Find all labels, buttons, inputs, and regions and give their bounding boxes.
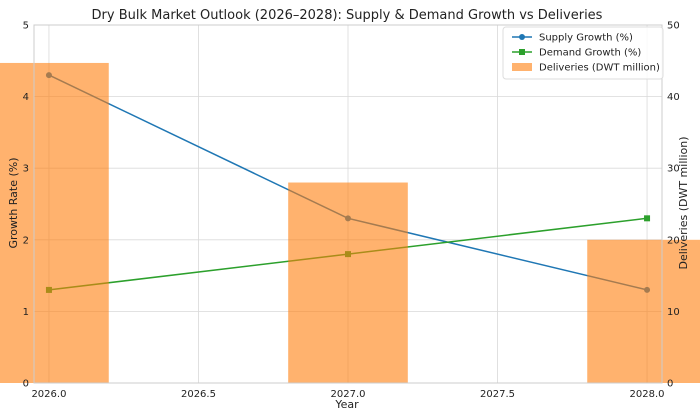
legend-swatch-deliveries	[512, 63, 532, 71]
y-tick-label-left: 4	[23, 92, 29, 103]
legend-label-demand: Demand Growth (%)	[539, 48, 641, 59]
axes: 2026.0 2026.5 2027.0 2027.5 2028.00123450102…	[23, 21, 680, 401]
x-tick-label: 2027.5	[480, 389, 515, 400]
legend-label-deliveries: Deliveries (DWT million)	[539, 63, 660, 74]
y-axis-right-label: Deliveries (DWT million)	[677, 137, 690, 270]
bar-deliveries	[0, 62, 109, 383]
x-tick-label: 2028.0	[630, 389, 665, 400]
y-tick-label-right: 0	[667, 379, 673, 390]
y-tick-label-right: 30	[667, 164, 680, 175]
y-tick-label-right: 40	[667, 92, 680, 103]
x-tick-label: 2026.0	[31, 389, 66, 400]
point-demand	[644, 215, 651, 222]
y-tick-label-left: 0	[23, 379, 29, 390]
y-tick-label-left: 1	[23, 307, 29, 318]
legend-label-supply: Supply Growth (%)	[539, 33, 633, 44]
y-tick-label-right: 10	[667, 307, 680, 318]
legend-marker-demand	[519, 49, 525, 55]
x-axis-label: Year	[334, 398, 359, 411]
y-tick-label-right: 50	[667, 21, 680, 32]
chart-title: Dry Bulk Market Outlook (2026–2028): Sup…	[92, 8, 603, 23]
y-tick-label-left: 5	[23, 21, 29, 32]
y-tick-label-right: 20	[667, 235, 680, 246]
y-tick-label-left: 2	[23, 235, 29, 246]
y-tick-label-left: 3	[23, 164, 29, 175]
legend-marker-supply	[519, 34, 525, 40]
bar-deliveries	[288, 182, 408, 383]
bar-deliveries	[587, 239, 700, 383]
x-tick-label: 2027.0	[331, 389, 366, 400]
legend-box	[502, 26, 664, 80]
legend: Supply Growth (%) Demand Growth (%) Deli…	[502, 26, 664, 80]
x-tick-label: 2026.5	[181, 389, 216, 400]
y-axis-left-label: Growth Rate (%)	[7, 157, 20, 248]
bar-series	[0, 62, 700, 383]
plot-border	[33, 24, 663, 384]
